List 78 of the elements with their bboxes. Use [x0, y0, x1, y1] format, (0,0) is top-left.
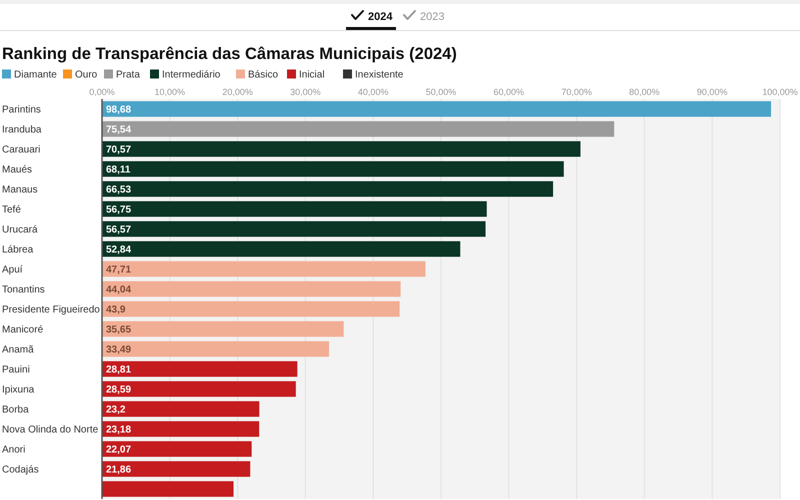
- data-label: 28,81: [106, 364, 132, 376]
- bar: [102, 461, 250, 477]
- data-label: 52,84: [106, 244, 132, 256]
- legend-label: Diamante: [14, 70, 58, 80]
- data-label: 56,57: [106, 224, 132, 236]
- data-label: 70,57: [106, 144, 132, 156]
- data-label: 21,86: [106, 464, 132, 476]
- y-tick-label: Urucará: [2, 224, 38, 236]
- bar: [102, 421, 260, 437]
- bar: [102, 301, 400, 317]
- y-tick-label: Lábrea: [2, 244, 34, 256]
- y-tick-label: Ipixuna: [2, 384, 35, 396]
- x-tick-label: 40,00%: [358, 87, 388, 97]
- y-tick-label: Pauini: [2, 364, 30, 376]
- data-label: 66,53: [106, 184, 132, 196]
- y-tick-label: Apuí: [2, 264, 23, 276]
- y-tick-label: Tefé: [2, 204, 22, 216]
- bar: [102, 141, 580, 157]
- bar: [102, 281, 401, 297]
- year-tab[interactable]: 2024: [346, 10, 396, 30]
- data-label: 68,11: [106, 164, 131, 176]
- y-tick-label: Carauari: [2, 144, 40, 156]
- data-label: 75,54: [106, 124, 132, 136]
- y-tick-label: Parintins: [2, 104, 41, 116]
- bar: [102, 121, 614, 137]
- x-tick-label: 60,00%: [494, 87, 524, 97]
- y-tick-label: Tonantins: [2, 284, 45, 296]
- bar: [102, 241, 460, 257]
- data-label: 56,75: [106, 204, 132, 216]
- bar: [102, 221, 486, 237]
- bar: [102, 201, 487, 217]
- chart-title: Ranking de Transparência das Câmaras Municipais (2024): [2, 45, 457, 63]
- bar: [102, 481, 234, 497]
- data-label: 23,2: [106, 404, 126, 416]
- x-tick-label: 70,00%: [561, 87, 592, 97]
- data-label: 23,18: [106, 424, 132, 436]
- x-tick-label: 100,00%: [762, 87, 798, 97]
- y-tick-label: Borba: [2, 404, 30, 416]
- data-label: 47,71: [106, 264, 132, 276]
- y-tick-label: Nova Olinda do Norte: [2, 424, 99, 436]
- legend-label: Inicial: [299, 70, 325, 80]
- legend-label: Prata: [116, 70, 140, 80]
- y-tick-label: Codajás: [2, 464, 39, 476]
- bar: [102, 261, 426, 277]
- bar: [102, 381, 296, 397]
- data-label: 22,07: [106, 444, 132, 456]
- bar: [102, 341, 330, 357]
- bar: [102, 101, 772, 117]
- bar: [102, 161, 564, 177]
- data-label: 35,65: [106, 324, 132, 336]
- y-tick-label: Manaus: [2, 184, 38, 196]
- legend-label: Intermediário: [162, 70, 221, 80]
- data-label: 43,9: [106, 304, 126, 316]
- bar: [102, 181, 554, 197]
- y-tick-label: Anamã: [2, 344, 34, 356]
- y-tick-label: Iranduba: [2, 124, 42, 136]
- bar: [102, 401, 260, 417]
- legend-label: Básico: [248, 70, 278, 80]
- legend-label: Inexistente: [355, 70, 404, 80]
- data-label: 33,49: [106, 344, 132, 356]
- data-label: 44,04: [106, 284, 132, 296]
- x-tick-label: 10,00%: [154, 87, 186, 97]
- x-tick-label: 0,00%: [89, 87, 115, 97]
- bar: [102, 361, 298, 377]
- x-tick-label: 50,00%: [426, 87, 456, 97]
- y-tick-label: Presidente Figueiredo: [2, 304, 100, 316]
- x-tick-label: 80,00%: [629, 87, 660, 97]
- data-label: 28,59: [106, 384, 132, 396]
- bar: [102, 441, 252, 457]
- legend-label: Ouro: [75, 70, 98, 80]
- y-tick-label: Anori: [2, 444, 26, 456]
- x-tick-label: 20,00%: [222, 87, 253, 97]
- bar: [102, 321, 344, 337]
- y-tick-label: Manicoré: [2, 324, 44, 336]
- y-tick-label: Maués: [2, 164, 32, 176]
- x-tick-label: 90,00%: [696, 87, 728, 97]
- x-tick-label: 30,00%: [290, 87, 321, 97]
- data-label: 98,68: [106, 104, 132, 116]
